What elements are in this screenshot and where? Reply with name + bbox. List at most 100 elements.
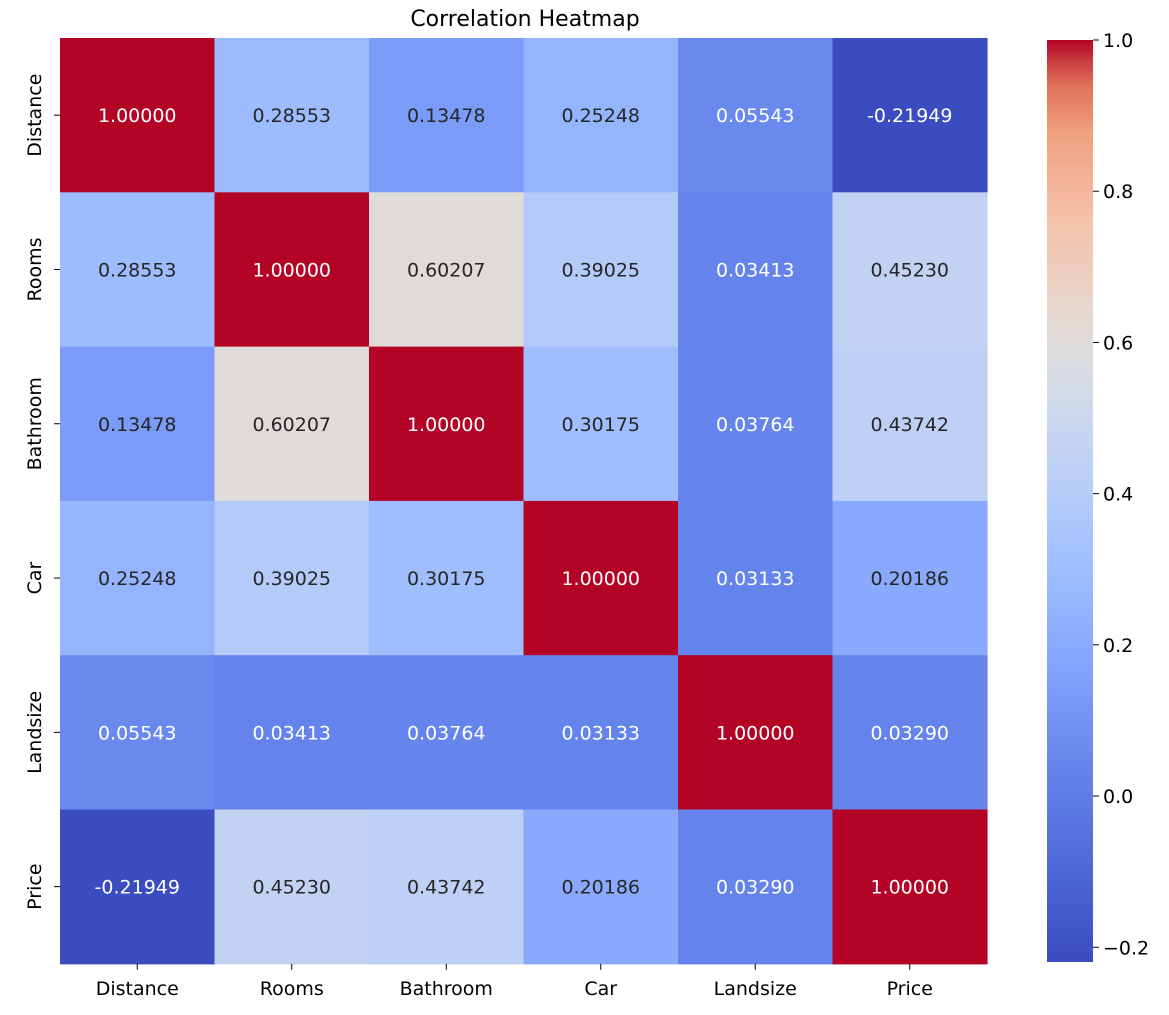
heatmap-cell — [523, 192, 679, 348]
heatmap-cell — [369, 500, 525, 656]
heatmap-cells — [60, 38, 988, 965]
heatmap-cell — [369, 809, 525, 965]
cell-annotation: 0.20186 — [870, 568, 949, 590]
cell-annotation: 1.00000 — [252, 259, 331, 281]
cell-annotation: 1.00000 — [716, 722, 795, 744]
heatmap-cell — [678, 655, 834, 811]
cell-annotation: 0.05543 — [98, 722, 177, 744]
cell-annotation: 0.30175 — [561, 414, 640, 436]
heatmap-cell — [60, 500, 216, 656]
colorbar-tick-label: 1.0 — [1103, 30, 1133, 52]
colorbar-tick-label: 0.4 — [1103, 484, 1133, 506]
cell-annotation: 1.00000 — [407, 414, 486, 436]
cell-annotation: 0.05543 — [716, 105, 795, 127]
heatmap-cell — [60, 38, 216, 193]
cell-annotation: 0.45230 — [870, 259, 949, 281]
cell-annotation: 0.03764 — [716, 414, 795, 436]
cell-annotation: 0.03413 — [716, 259, 795, 281]
x-tick-label: Price — [887, 978, 933, 1000]
heatmap-annotations: 1.00000 0.28553 0.13478 0.25248 0.05543 -0.21… — [95, 105, 953, 899]
x-tick-label: Rooms — [260, 978, 324, 1000]
cell-annotation: 0.03133 — [561, 722, 640, 744]
cell-annotation: 0.03764 — [407, 722, 486, 744]
colorbar-tick-label: 0.2 — [1103, 635, 1133, 657]
x-tick-label: Bathroom — [400, 978, 493, 1000]
heatmap-cell — [523, 809, 679, 965]
cell-annotation: 0.25248 — [98, 568, 177, 590]
heatmap-cell — [369, 346, 525, 502]
cell-annotation: 0.43742 — [870, 414, 949, 436]
heatmap-cell — [214, 500, 370, 656]
heatmap-cell — [60, 192, 216, 348]
heatmap-cell — [832, 500, 988, 656]
y-tick-label: Bathroom — [24, 377, 46, 470]
y-tick-label: Landsize — [24, 691, 46, 774]
colorbar-tick-label: 0.8 — [1103, 181, 1133, 203]
cell-annotation: 0.25248 — [561, 105, 640, 127]
y-tick-label: Distance — [24, 74, 46, 157]
y-tick-label: Rooms — [24, 237, 46, 301]
colorbar-ticks: −0.2 0.0 0.2 0.4 0.6 0.8 1.0 — [1093, 30, 1149, 959]
cell-annotation: 0.03290 — [716, 877, 795, 899]
heatmap-cell — [369, 38, 525, 193]
heatmap-cell — [214, 38, 370, 193]
heatmap-cell — [60, 346, 216, 502]
colorbar-tick-label: 0.0 — [1103, 786, 1133, 808]
heatmap-cell — [832, 346, 988, 502]
y-tick-label: Car — [24, 562, 46, 595]
cell-annotation: 0.39025 — [561, 259, 640, 281]
y-axis: Distance Rooms Bathroom Car Landsize Price — [24, 74, 60, 910]
colorbar-tick-label: 0.6 — [1103, 332, 1133, 354]
heatmap-cell — [60, 655, 216, 811]
cell-annotation: 0.03290 — [870, 722, 949, 744]
colorbar: −0.2 0.0 0.2 0.4 0.6 0.8 1.0 — [1047, 30, 1149, 962]
cell-annotation: 0.20186 — [561, 877, 640, 899]
heatmap-cell — [678, 346, 834, 502]
heatmap-cell — [523, 500, 679, 656]
x-tick-label: Distance — [96, 978, 179, 1000]
cell-annotation: 0.03133 — [716, 568, 795, 590]
heatmap-cell — [214, 192, 370, 348]
heatmap-cell — [832, 192, 988, 348]
heatmap-cell — [832, 655, 988, 811]
heatmap-cell — [369, 192, 525, 348]
heatmap-cell — [369, 655, 525, 811]
x-axis: Distance Rooms Bathroom Car Landsize Price — [96, 963, 933, 1000]
heatmap-cell — [214, 809, 370, 965]
colorbar-gradient — [1047, 40, 1093, 962]
cell-annotation: 0.43742 — [407, 877, 486, 899]
heatmap-cell — [214, 655, 370, 811]
heatmap-cell — [60, 809, 216, 965]
cell-annotation: 1.00000 — [98, 105, 177, 127]
heatmap-cell — [523, 38, 679, 193]
cell-annotation: -0.21949 — [95, 877, 180, 899]
y-tick-label: Price — [24, 863, 46, 909]
heatmap-cell — [678, 500, 834, 656]
heatmap-cell — [678, 809, 834, 965]
cell-annotation: 0.13478 — [98, 414, 177, 436]
cell-annotation: -0.21949 — [867, 105, 952, 127]
cell-annotation: 0.60207 — [407, 259, 486, 281]
x-tick-label: Landsize — [714, 978, 797, 1000]
x-tick-label: Car — [584, 978, 617, 1000]
cell-annotation: 0.60207 — [252, 414, 331, 436]
heatmap-cell — [214, 346, 370, 502]
cell-annotation: 0.39025 — [252, 568, 331, 590]
cell-annotation: 0.28553 — [98, 259, 177, 281]
cell-annotation: 0.13478 — [407, 105, 486, 127]
chart-title: Correlation Heatmap — [410, 7, 639, 32]
heatmap-cell — [832, 809, 988, 965]
colorbar-tick-label: −0.2 — [1103, 937, 1149, 959]
cell-annotation: 0.30175 — [407, 568, 486, 590]
heatmap-cell — [678, 192, 834, 348]
heatmap-cell — [832, 38, 988, 193]
cell-annotation: 0.28553 — [252, 105, 331, 127]
cell-annotation: 0.03413 — [252, 722, 331, 744]
heatmap-cell — [678, 38, 834, 193]
cell-annotation: 1.00000 — [561, 568, 640, 590]
heatmap-cell — [523, 346, 679, 502]
cell-annotation: 0.45230 — [252, 877, 331, 899]
heatmap-cell — [523, 655, 679, 811]
